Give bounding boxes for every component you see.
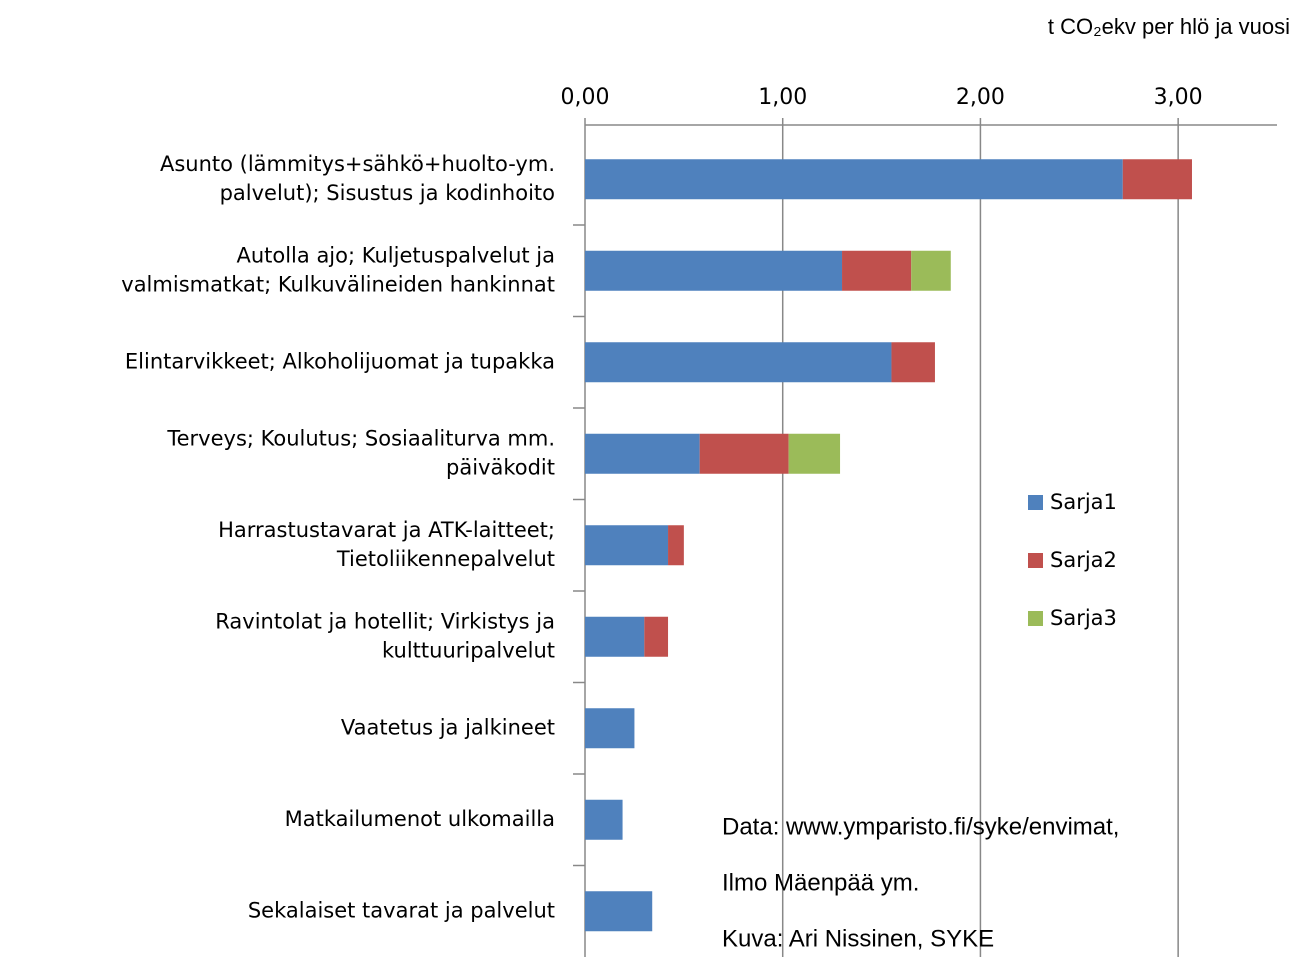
y-tick-label: Ravintolat ja hotellit; Virkistys ja kult… bbox=[215, 609, 555, 662]
annotation: Data: www.ymparisto.fi/syke/envimat, bbox=[722, 813, 1119, 840]
bar-segment bbox=[644, 616, 669, 657]
legend-label: Sarja3 bbox=[1050, 606, 1117, 630]
bar-segment bbox=[1122, 159, 1192, 200]
y-tick-label: Sekalaiset tavarat ja palvelut bbox=[248, 898, 555, 922]
y-tick-label: Autolla ajo; Kuljetuspalvelut ja valmisma… bbox=[121, 243, 555, 296]
y-tick-label: Elintarvikkeet; Alkoholijuomat ja tupakk… bbox=[125, 349, 555, 373]
x-tick-label: 2,00 bbox=[956, 85, 1005, 110]
bar-segment bbox=[585, 616, 645, 657]
bar-segment bbox=[668, 525, 684, 566]
bar-segment bbox=[585, 708, 635, 749]
bar-segment bbox=[842, 250, 912, 291]
bar-segment bbox=[699, 433, 789, 474]
bar-segment bbox=[585, 159, 1123, 200]
legend-swatch bbox=[1028, 495, 1043, 510]
bar-segment bbox=[585, 799, 623, 840]
y-tick-label: Asunto (lämmitys+sähkö+huolto-ym. palvelu… bbox=[160, 152, 555, 205]
bar-segment bbox=[585, 342, 892, 383]
y-tick-label: Terveys; Koulutus; Sosiaaliturva mm. päiv… bbox=[166, 426, 555, 479]
bar-segment bbox=[585, 891, 653, 932]
legend-label: Sarja1 bbox=[1050, 490, 1117, 514]
legend-label: Sarja2 bbox=[1050, 548, 1117, 572]
bar-segment bbox=[911, 250, 951, 291]
legend-swatch bbox=[1028, 611, 1043, 626]
y-tick-label: Harrastustavarat ja ATK-laitteet; Tietoli… bbox=[218, 518, 555, 571]
bar-segment bbox=[891, 342, 935, 383]
legend-swatch bbox=[1028, 553, 1043, 568]
bar-segment bbox=[788, 433, 841, 474]
bar-segment bbox=[585, 250, 843, 291]
x-tick-label: 1,00 bbox=[758, 85, 807, 110]
bar-segment bbox=[585, 525, 669, 566]
x-tick-label: 3,00 bbox=[1154, 85, 1203, 110]
axis-title: t CO₂ekv per hlö ja vuosi bbox=[1048, 14, 1290, 39]
x-tick-label: 0,00 bbox=[561, 85, 610, 110]
y-tick-label: Matkailumenot ulkomailla bbox=[285, 807, 555, 831]
y-tick-label: Vaatetus ja jalkineet bbox=[341, 715, 555, 739]
bar-segment bbox=[585, 433, 700, 474]
annotation: Kuva: Ari Nissinen, SYKE bbox=[722, 925, 994, 952]
annotation: Ilmo Mäenpää ym. bbox=[722, 869, 919, 896]
